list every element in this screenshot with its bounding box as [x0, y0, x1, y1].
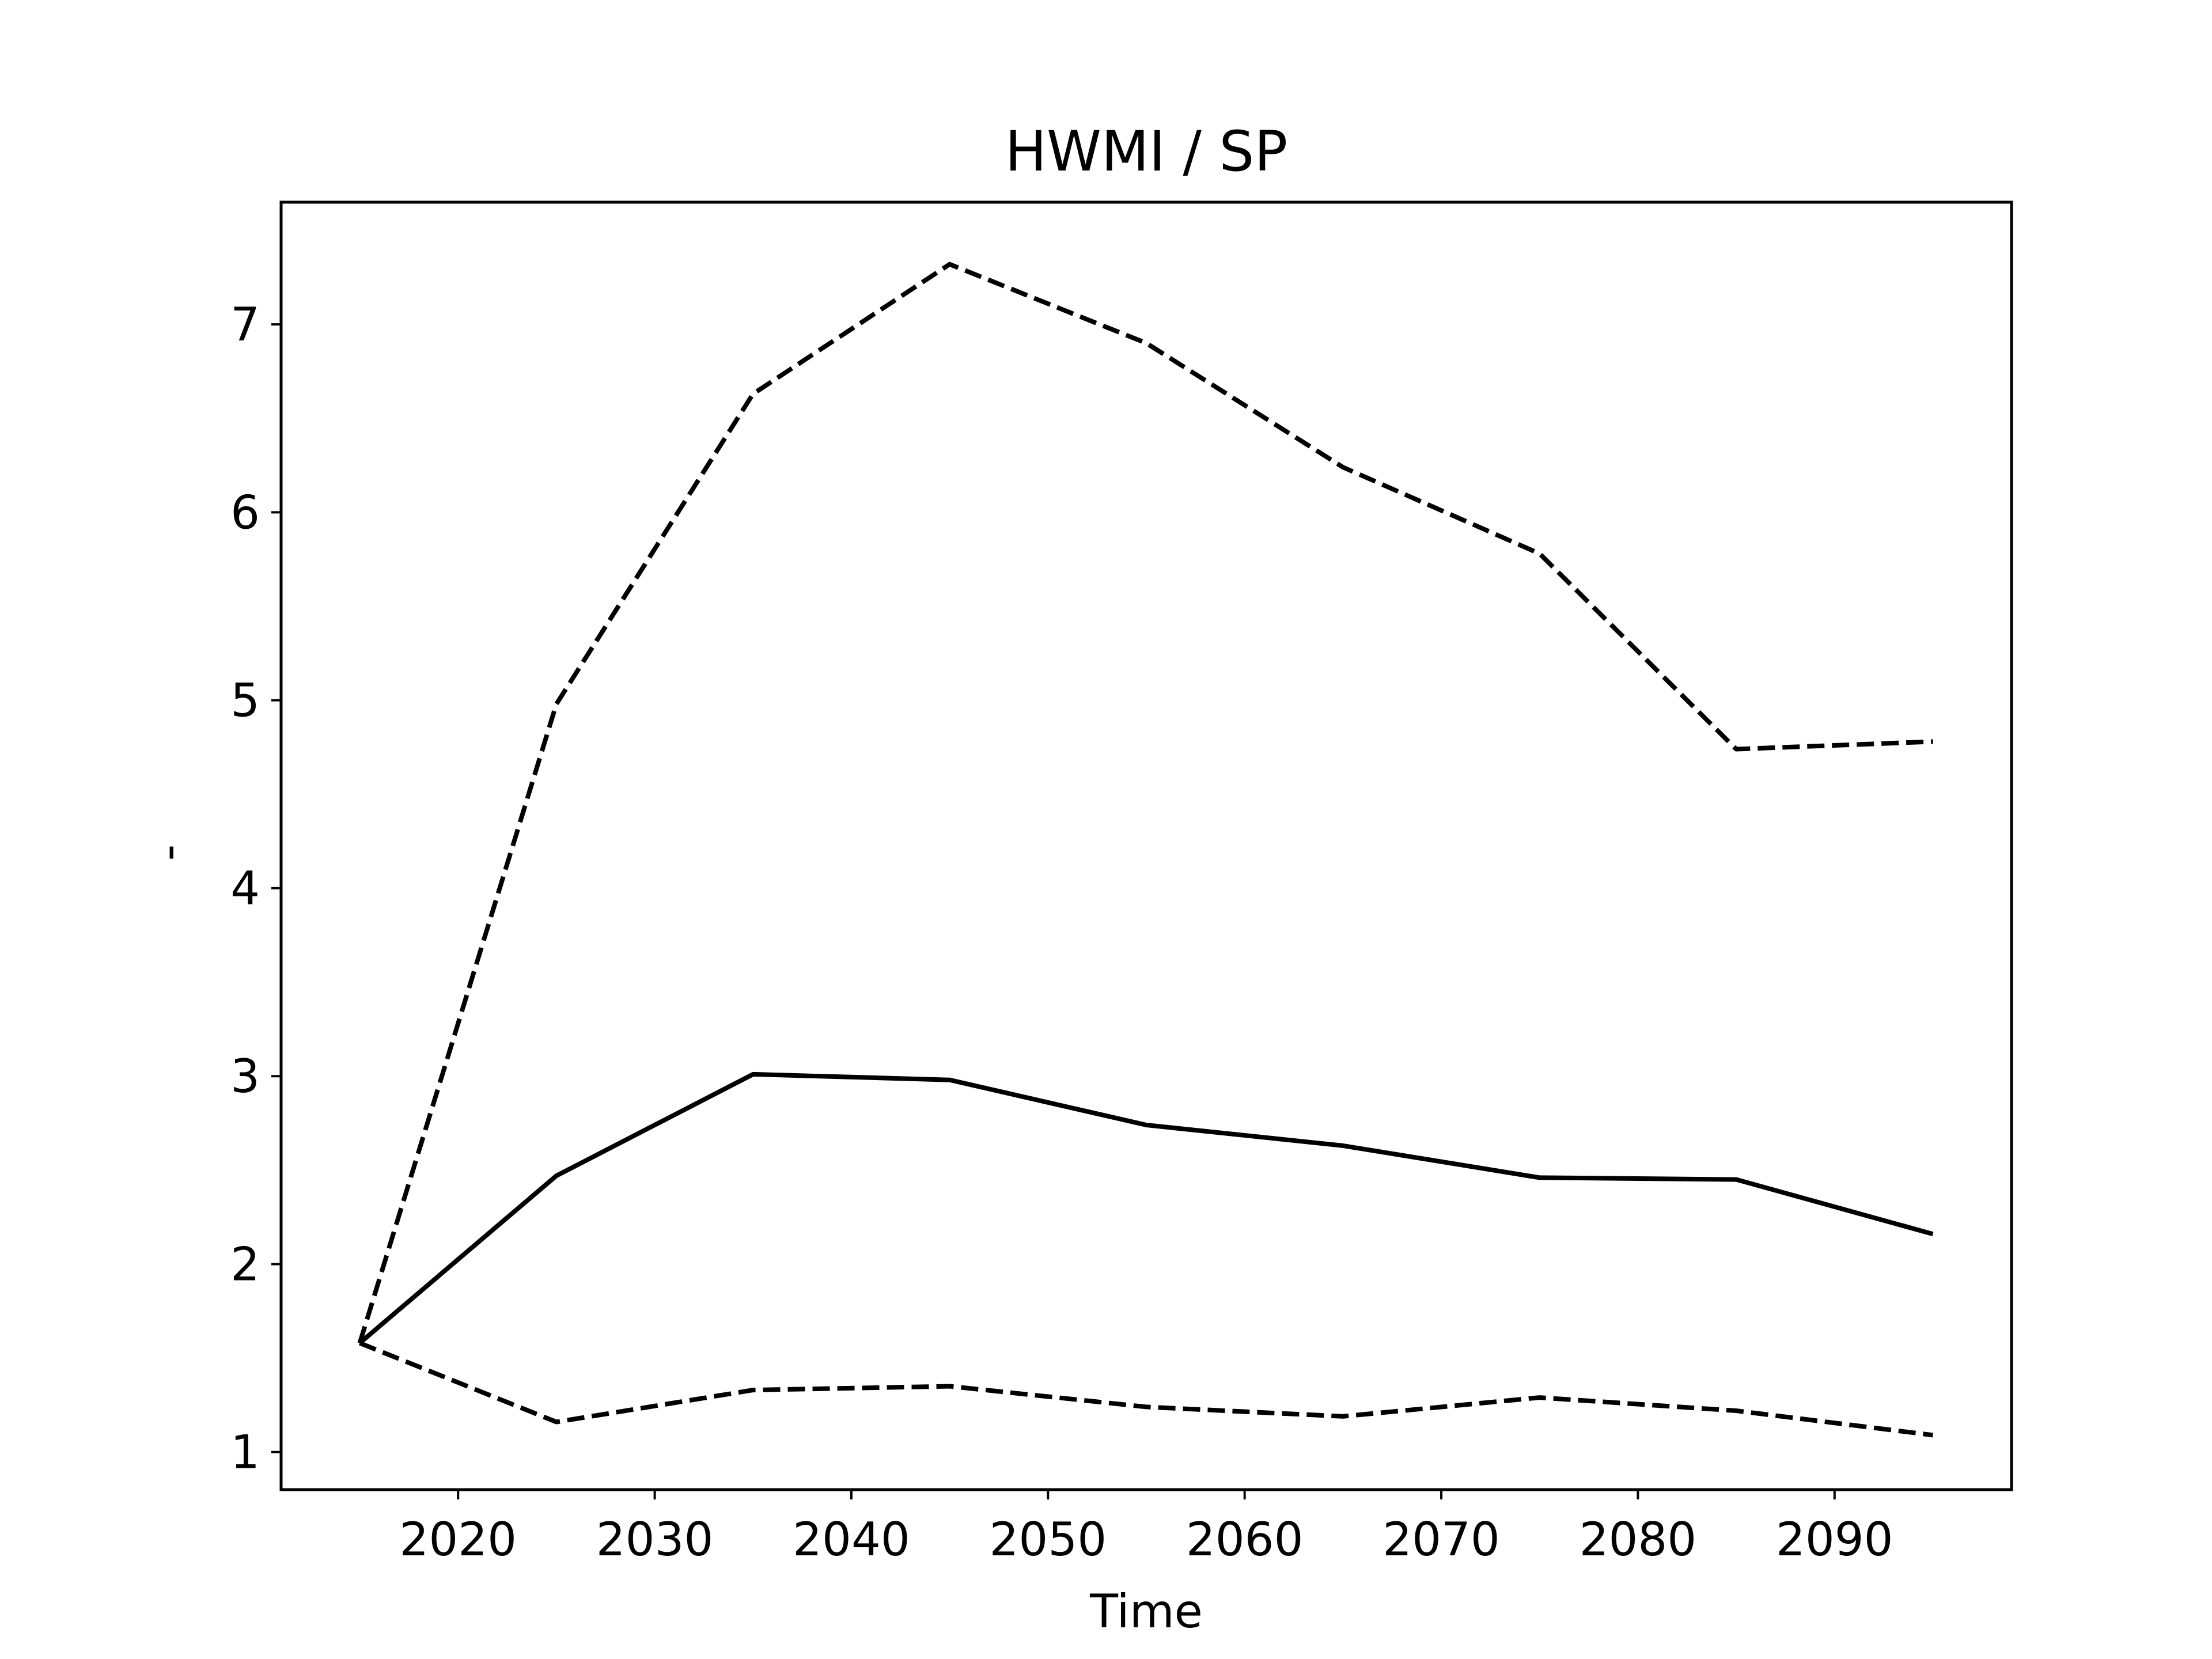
- y-axis-label: -: [142, 844, 195, 861]
- x-tick-label: 2070: [1382, 1513, 1500, 1566]
- series-line-3: [359, 1340, 1933, 1438]
- x-tick-label: 2040: [793, 1513, 910, 1566]
- y-axis-ticks: 1 2 3 4 5 6 7: [230, 298, 281, 1479]
- y-tick-label: 5: [230, 674, 260, 728]
- series-line-2: [358, 1071, 1934, 1345]
- x-axis-ticks: 2020 2030 2040 2050 2060 2070 2080 2090: [399, 1490, 1893, 1566]
- series-layer: [357, 262, 1934, 1438]
- y-tick-label: 3: [230, 1050, 260, 1103]
- chart-title: HWMI / SP: [1005, 119, 1287, 184]
- plot-frame: [279, 200, 2013, 1491]
- x-tick-label: 2080: [1580, 1513, 1697, 1566]
- y-tick-label: 2: [230, 1237, 260, 1291]
- y-tick-label: 1: [230, 1426, 260, 1479]
- y-tick-label: 4: [230, 862, 260, 915]
- y-tick-label: 6: [230, 486, 260, 539]
- series-line-1: [357, 262, 1933, 1344]
- y-tick-label: 7: [230, 298, 260, 351]
- x-tick-label: 2030: [596, 1513, 714, 1566]
- x-tick-label: 2090: [1776, 1513, 1893, 1566]
- x-axis-label: Time: [1089, 1585, 1203, 1638]
- x-tick-label: 2060: [1186, 1513, 1304, 1566]
- x-tick-label: 2020: [399, 1513, 517, 1566]
- x-tick-label: 2050: [990, 1513, 1107, 1566]
